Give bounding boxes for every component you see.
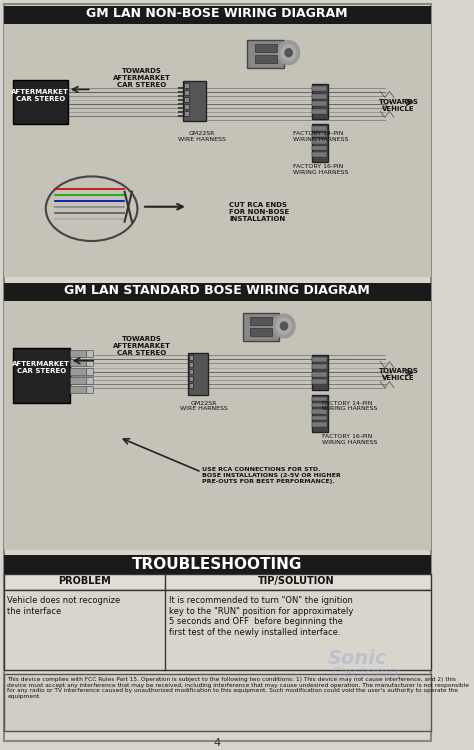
Text: TOWARDS
AFTERMARKET
CAR STEREO: TOWARDS AFTERMARKET CAR STEREO [113,68,171,88]
Circle shape [273,314,295,338]
Text: It is recommended to turn "ON" the ignition
key to the "RUN" position for approx: It is recommended to turn "ON" the ignit… [170,596,354,637]
Bar [13,348,70,403]
Bar [250,328,272,336]
Bar [312,422,327,427]
Bar [184,83,189,88]
Bar [311,124,328,162]
Bar [312,86,327,92]
Bar [247,40,284,68]
Bar [70,376,86,384]
Text: USE RCA CONNECTIONS FOR STD.
BOSE INSTALLATIONS (2-5V OR HIGHER
PRE-OUTS FOR BES: USE RCA CONNECTIONS FOR STD. BOSE INSTAL… [201,467,340,484]
Bar [312,101,327,106]
Text: Sonic: Sonic [328,649,387,668]
Circle shape [281,45,296,61]
Bar [312,397,327,401]
Bar [255,55,277,62]
Bar [4,24,430,278]
Bar [4,284,430,302]
Bar [4,302,430,550]
Bar [312,146,327,150]
Bar [189,369,193,374]
Bar [86,368,93,375]
Bar [184,91,189,95]
Bar [189,376,193,381]
Bar [311,85,328,119]
Text: FACTORY 16-PIN
WIRING HARNESS: FACTORY 16-PIN WIRING HARNESS [293,164,348,175]
Bar [70,358,86,366]
Bar [70,386,86,392]
Bar [4,554,430,574]
Circle shape [278,40,300,64]
Bar [183,82,206,122]
Ellipse shape [46,176,137,241]
Bar [311,355,328,389]
Text: AFTERMARKET
CAR STEREO: AFTERMARKET CAR STEREO [11,89,69,103]
Bar [70,350,86,357]
Text: TOWARDS
VEHICLE: TOWARDS VEHICLE [379,368,419,381]
Bar [86,350,93,357]
Text: AFTERMARKET
CAR STEREO: AFTERMARKET CAR STEREO [12,361,70,374]
Text: GM LAN NON-BOSE WIRING DIAGRAM: GM LAN NON-BOSE WIRING DIAGRAM [86,7,348,20]
Bar [312,152,327,157]
Text: Electronix: Electronix [332,666,401,680]
Bar [70,368,86,375]
Bar [4,674,430,731]
Text: GM22SR
WIRE HARNESS: GM22SR WIRE HARNESS [178,131,226,142]
Text: GM LAN STANDARD BOSE WIRING DIAGRAM: GM LAN STANDARD BOSE WIRING DIAGRAM [64,284,370,297]
Bar [86,358,93,366]
Bar [312,403,327,407]
Bar [184,111,189,116]
Text: TOWARDS
AFTERMARKET
CAR STEREO: TOWARDS AFTERMARKET CAR STEREO [113,336,171,356]
Text: PROBLEM: PROBLEM [58,577,110,586]
Bar [184,104,189,110]
Text: FACTORY 14-PIN
WIRING HARNESS: FACTORY 14-PIN WIRING HARNESS [322,400,378,411]
Bar [189,362,193,367]
Bar [4,6,430,24]
Bar [4,574,430,590]
Bar [312,133,327,137]
Circle shape [280,322,288,330]
Text: GM22SR
WIRE HARNESS: GM22SR WIRE HARNESS [180,400,227,411]
Bar [188,352,208,395]
Text: FACTORY 16-PIN
WIRING HARNESS: FACTORY 16-PIN WIRING HARNESS [322,434,378,445]
Bar [86,376,93,384]
Text: FACTORY 14-PIN
WIRING HARNESS: FACTORY 14-PIN WIRING HARNESS [293,131,348,142]
Bar [312,126,327,130]
Bar [312,364,327,369]
Bar [243,313,280,341]
Bar [312,109,327,114]
Bar [86,386,93,392]
Bar [4,590,430,670]
Bar [255,44,277,52]
Bar [250,317,272,325]
Text: TROUBLESHOOTING: TROUBLESHOOTING [132,556,302,572]
Text: Vehicle does not recognize
the interface: Vehicle does not recognize the interface [7,596,120,616]
Text: 4: 4 [214,739,221,748]
Bar [189,355,193,360]
Bar [312,94,327,99]
Bar [312,380,327,384]
Circle shape [277,318,292,334]
Bar [312,416,327,421]
Text: TIP/SOLUTION: TIP/SOLUTION [257,577,334,586]
Bar [184,98,189,102]
Circle shape [285,49,292,57]
Bar [13,80,68,124]
Text: TOWARDS
VEHICLE: TOWARDS VEHICLE [379,100,419,112]
Bar [312,372,327,376]
Bar [189,382,193,388]
Bar [312,140,327,143]
Bar [312,357,327,362]
Bar [311,394,328,432]
Text: CUT RCA ENDS
FOR NON-BOSE
INSTALLATION: CUT RCA ENDS FOR NON-BOSE INSTALLATION [229,202,289,222]
Text: This device complies with FCC Rules Part 15. Operation is subject to the followi: This device complies with FCC Rules Part… [7,676,469,699]
Bar [312,410,327,414]
